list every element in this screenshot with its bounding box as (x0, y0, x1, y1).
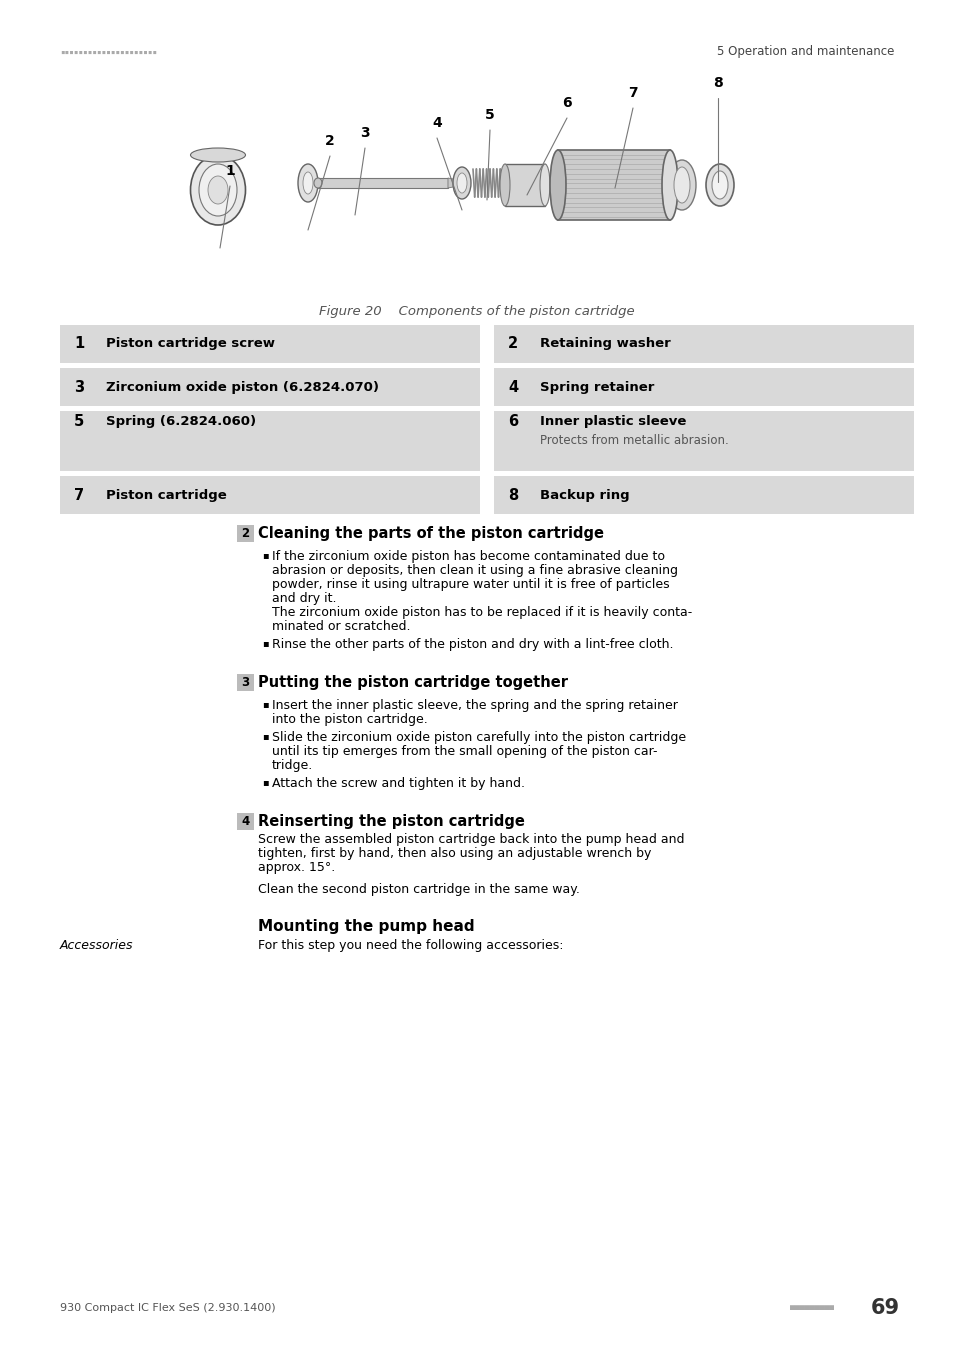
Text: Rinse the other parts of the piston and dry with a lint-free cloth.: Rinse the other parts of the piston and … (272, 639, 673, 651)
Bar (558, 150, 669, 220)
Text: Piston cartridge screw: Piston cartridge screw (106, 338, 274, 351)
Bar (504, 163, 544, 207)
Text: 2: 2 (241, 526, 250, 540)
Bar (60, 410, 479, 471)
Text: Backup ring: Backup ring (539, 489, 629, 501)
Text: Putting the piston cartridge together: Putting the piston cartridge together (257, 675, 567, 690)
Ellipse shape (705, 163, 733, 207)
Text: Screw the assembled piston cartridge back into the pump head and: Screw the assembled piston cartridge bac… (257, 833, 684, 846)
Text: and dry it.: and dry it. (272, 593, 336, 605)
Text: ▪▪▪▪▪▪▪▪▪▪▪▪▪▪▪▪▪▪▪▪▪: ▪▪▪▪▪▪▪▪▪▪▪▪▪▪▪▪▪▪▪▪▪ (60, 47, 157, 57)
Text: Figure 20    Components of the piston cartridge: Figure 20 Components of the piston cartr… (319, 305, 634, 319)
Text: Reinserting the piston cartridge: Reinserting the piston cartridge (257, 814, 524, 829)
Text: 8: 8 (507, 487, 517, 502)
Text: powder, rinse it using ultrapure water until it is free of particles: powder, rinse it using ultrapure water u… (272, 578, 669, 591)
Ellipse shape (191, 155, 245, 225)
Ellipse shape (456, 173, 467, 193)
Text: minated or scratched.: minated or scratched. (272, 620, 410, 633)
Text: 7: 7 (74, 487, 84, 502)
Text: Spring (6.2824.060): Spring (6.2824.060) (106, 416, 255, 428)
Text: approx. 15°.: approx. 15°. (257, 861, 335, 873)
Ellipse shape (661, 150, 678, 220)
Text: into the piston cartridge.: into the piston cartridge. (272, 713, 427, 726)
Text: Piston cartridge: Piston cartridge (106, 489, 227, 501)
Text: ▪: ▪ (262, 639, 269, 648)
Bar (317, 178, 448, 188)
Text: ▪: ▪ (262, 778, 269, 787)
Text: Retaining washer: Retaining washer (539, 338, 670, 351)
Ellipse shape (297, 163, 317, 202)
Text: 8: 8 (713, 76, 722, 90)
Bar (60, 325, 479, 363)
Text: abrasion or deposits, then clean it using a fine abrasive cleaning: abrasion or deposits, then clean it usin… (272, 564, 678, 576)
Text: 6: 6 (561, 96, 571, 109)
Text: 7: 7 (627, 86, 638, 100)
Text: Slide the zirconium oxide piston carefully into the piston cartridge: Slide the zirconium oxide piston careful… (272, 730, 685, 744)
Ellipse shape (499, 163, 510, 207)
Bar (494, 477, 913, 514)
Text: Spring retainer: Spring retainer (539, 381, 654, 393)
Text: 1: 1 (225, 163, 234, 178)
Text: 1: 1 (74, 336, 84, 351)
Bar (236, 525, 253, 541)
Text: 4: 4 (507, 379, 517, 394)
Text: Zirconium oxide piston (6.2824.070): Zirconium oxide piston (6.2824.070) (106, 381, 378, 393)
Ellipse shape (550, 150, 565, 220)
Text: 5: 5 (485, 108, 495, 122)
Ellipse shape (667, 161, 696, 211)
Bar (494, 410, 913, 471)
Text: Inner plastic sleeve: Inner plastic sleeve (539, 416, 685, 428)
Text: Mounting the pump head: Mounting the pump head (257, 919, 475, 934)
Bar (60, 477, 479, 514)
Text: Cleaning the parts of the piston cartridge: Cleaning the parts of the piston cartrid… (257, 526, 603, 541)
Text: ■■■■■■■■■: ■■■■■■■■■ (789, 1304, 834, 1312)
Text: tighten, first by hand, then also using an adjustable wrench by: tighten, first by hand, then also using … (257, 846, 651, 860)
Text: Protects from metallic abrasion.: Protects from metallic abrasion. (539, 433, 728, 447)
Ellipse shape (711, 171, 727, 198)
Text: Attach the screw and tighten it by hand.: Attach the screw and tighten it by hand. (272, 778, 524, 790)
Text: If the zirconium oxide piston has become contaminated due to: If the zirconium oxide piston has become… (272, 549, 664, 563)
Text: until its tip emerges from the small opening of the piston car-: until its tip emerges from the small ope… (272, 745, 657, 757)
Ellipse shape (453, 167, 471, 198)
Bar (236, 674, 253, 691)
Text: 4: 4 (241, 815, 250, 828)
Text: For this step you need the following accessories:: For this step you need the following acc… (257, 940, 563, 952)
Text: 5: 5 (74, 414, 84, 429)
Text: tridge.: tridge. (272, 759, 313, 772)
Text: 69: 69 (870, 1297, 899, 1318)
Text: 6: 6 (507, 414, 517, 429)
Polygon shape (448, 178, 468, 188)
Bar (236, 813, 253, 830)
Text: The zirconium oxide piston has to be replaced if it is heavily conta-: The zirconium oxide piston has to be rep… (272, 606, 692, 620)
Text: 930 Compact IC Flex SeS (2.930.1400): 930 Compact IC Flex SeS (2.930.1400) (60, 1303, 275, 1314)
Text: 2: 2 (507, 336, 517, 351)
Ellipse shape (539, 163, 550, 207)
Text: 3: 3 (360, 126, 370, 140)
Text: Clean the second piston cartridge in the same way.: Clean the second piston cartridge in the… (257, 883, 579, 896)
Text: 5 Operation and maintenance: 5 Operation and maintenance (716, 46, 893, 58)
Ellipse shape (199, 163, 236, 216)
Bar (494, 325, 913, 363)
Bar (60, 369, 479, 406)
Text: ▪: ▪ (262, 730, 269, 741)
Text: 3: 3 (74, 379, 84, 394)
Ellipse shape (208, 176, 228, 204)
Text: 4: 4 (432, 116, 441, 130)
Ellipse shape (314, 178, 322, 188)
Text: Accessories: Accessories (60, 940, 133, 952)
Text: ▪: ▪ (262, 549, 269, 560)
Text: 3: 3 (241, 676, 250, 688)
Bar (494, 369, 913, 406)
Ellipse shape (303, 171, 313, 194)
Text: 2: 2 (325, 134, 335, 148)
Ellipse shape (673, 167, 689, 202)
Text: ▪: ▪ (262, 699, 269, 709)
Text: Insert the inner plastic sleeve, the spring and the spring retainer: Insert the inner plastic sleeve, the spr… (272, 699, 678, 711)
Ellipse shape (191, 148, 245, 162)
